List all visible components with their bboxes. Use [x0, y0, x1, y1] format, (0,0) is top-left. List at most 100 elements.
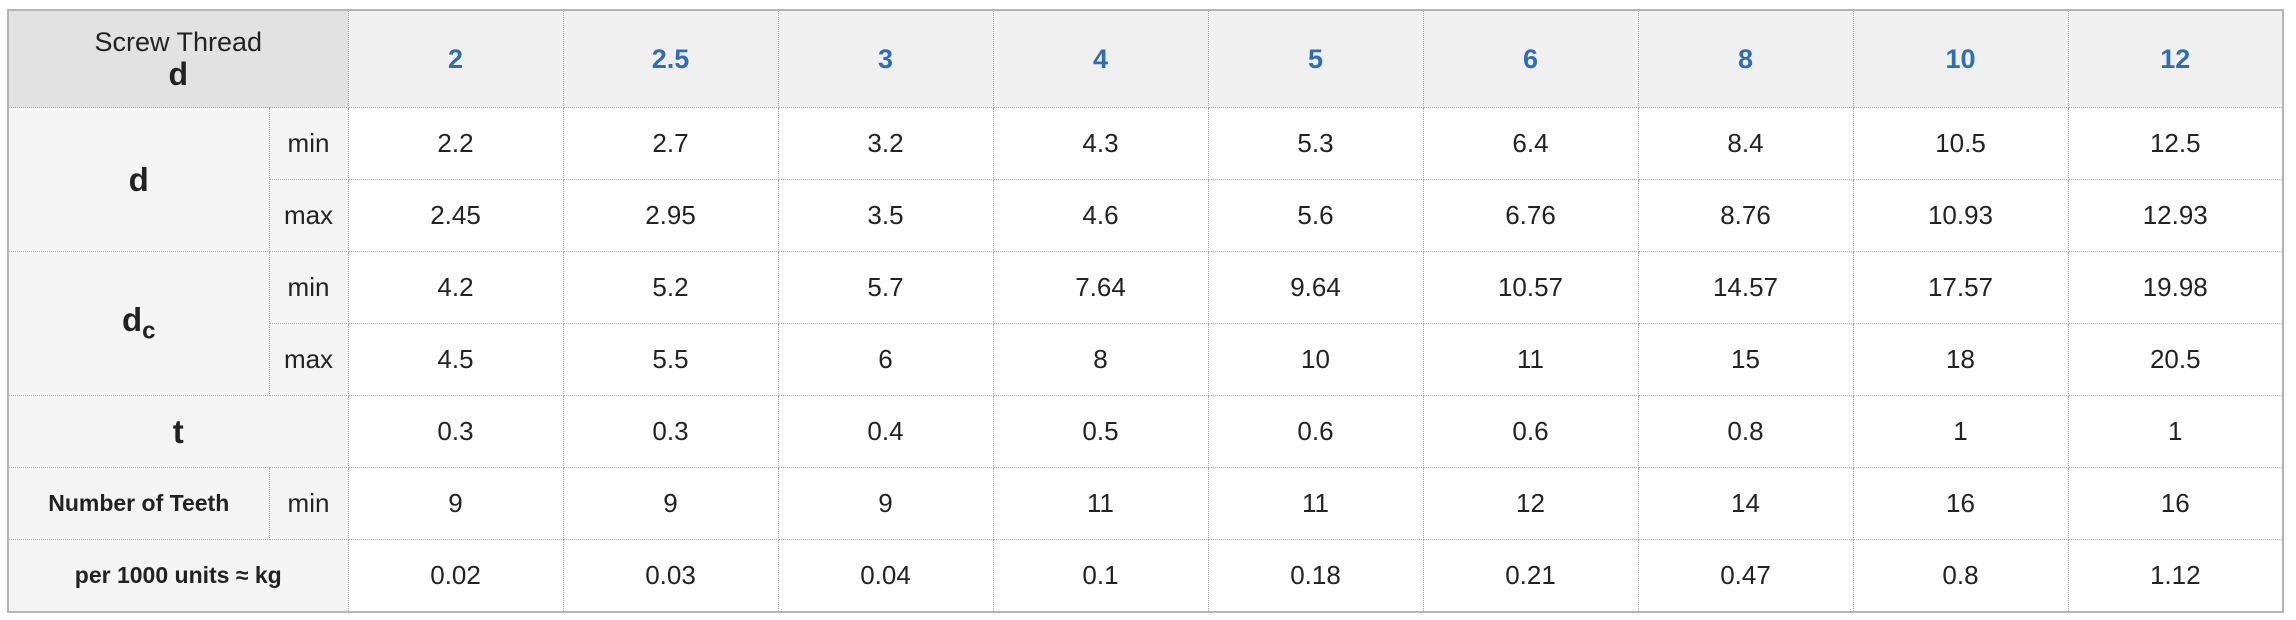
value-cell: 11: [992, 467, 1209, 540]
value-cell: 19.98: [2067, 251, 2284, 324]
group-label: per 1000 units ≈ kg: [7, 539, 349, 613]
data-row: t 0.3 0.3 0.4 0.5 0.6 0.6 0.8 1 1: [7, 395, 2284, 468]
value-cell: 5.3: [1207, 107, 1424, 180]
value-cell: 7.64: [992, 251, 1209, 324]
value-cell: 5.6: [1207, 179, 1424, 252]
value-cell: 8: [992, 323, 1209, 396]
value-cell: 12: [1422, 467, 1639, 540]
group-symbol: Number of Teeth: [48, 490, 230, 516]
sub-label: min: [268, 107, 349, 180]
data-row: d min 2.2 2.7 3.2 4.3 5.3 6.4 8.4 10.5 12.5: [7, 107, 2284, 252]
value-cell: 3.5: [777, 179, 994, 252]
group-subscript: c: [142, 317, 156, 345]
corner-cell: Screw Thread d: [7, 9, 349, 108]
group-label: d: [7, 107, 270, 252]
value-cell: 20.5: [2067, 323, 2284, 396]
value-cell: 17.57: [1852, 251, 2069, 324]
value-cell: 0.18: [1207, 539, 1424, 613]
value-cell: 1.12: [2067, 539, 2284, 613]
value-cell: 0.8: [1637, 395, 1854, 468]
value-cell: 5.2: [562, 251, 779, 324]
value-cell: 10.5: [1852, 107, 2069, 180]
column-header: 2: [347, 9, 564, 108]
value-cell: 0.3: [347, 395, 564, 468]
value-cell: 0.21: [1422, 539, 1639, 613]
value-cell: 10: [1207, 323, 1424, 396]
value-cell: 2.7: [562, 107, 779, 180]
corner-label: Screw Thread: [94, 27, 263, 57]
value-cell: 4.3: [992, 107, 1209, 180]
value-cell: 0.47: [1637, 539, 1854, 613]
value-cell: 9.64: [1207, 251, 1424, 324]
value-cell: 4.6: [992, 179, 1209, 252]
value-cell: 2.2: [347, 107, 564, 180]
value-cell: 14: [1637, 467, 1854, 540]
column-header: 2.5: [562, 9, 779, 108]
value-cell: 5.5: [562, 323, 779, 396]
group-label: dc: [7, 251, 270, 396]
column-header: 4: [992, 9, 1209, 108]
value-cell: 0.6: [1422, 395, 1639, 468]
value-cell: 0.5: [992, 395, 1209, 468]
sub-label: min: [268, 467, 349, 540]
value-cell: 11: [1207, 467, 1424, 540]
table-container: Screw Thread d 2 2.5 3 4 5 6 8 10 12 d min 2.2 2.7 3…: [7, 9, 2284, 613]
value-cell: 0.04: [777, 539, 994, 613]
data-row: Number of Teeth min 9 9 9 11 11 12 14 16 16: [7, 467, 2284, 540]
value-cell: 4.2: [347, 251, 564, 324]
column-header: 12: [2067, 9, 2284, 108]
value-cell: 12.5: [2067, 107, 2284, 180]
value-cell: 1: [1852, 395, 2069, 468]
value-cell: 10.57: [1422, 251, 1639, 324]
value-cell: 16: [2067, 467, 2284, 540]
value-cell: 8.4: [1637, 107, 1854, 180]
value-cell: 0.03: [562, 539, 779, 613]
header-row: Screw Thread d 2 2.5 3 4 5 6 8 10 12: [7, 9, 2284, 108]
column-header: 6: [1422, 9, 1639, 108]
value-cell: 0.8: [1852, 539, 2069, 613]
value-cell: 10.93: [1852, 179, 2069, 252]
value-cell: 1: [2067, 395, 2284, 468]
value-cell: 16: [1852, 467, 2069, 540]
spec-table: Screw Thread d 2 2.5 3 4 5 6 8 10 12 d min 2.2 2.7 3…: [7, 9, 2284, 613]
value-cell: 15: [1637, 323, 1854, 396]
value-cell: 3.2: [777, 107, 994, 180]
value-cell: 6.4: [1422, 107, 1639, 180]
value-cell: 4.5: [347, 323, 564, 396]
value-cell: 2.45: [347, 179, 564, 252]
value-cell: 12.93: [2067, 179, 2284, 252]
value-cell: 11: [1422, 323, 1639, 396]
corner-symbol: d: [168, 56, 189, 92]
sub-label: max: [268, 179, 349, 252]
value-cell: 6: [777, 323, 994, 396]
group-symbol: d: [121, 301, 143, 339]
value-cell: 0.02: [347, 539, 564, 613]
data-row: per 1000 units ≈ kg 0.02 0.03 0.04 0.1 0.18 0.…: [7, 539, 2284, 613]
value-cell: 0.1: [992, 539, 1209, 613]
column-header: 5: [1207, 9, 1424, 108]
column-header: 10: [1852, 9, 2069, 108]
value-cell: 9: [347, 467, 564, 540]
value-cell: 5.7: [777, 251, 994, 324]
value-cell: 14.57: [1637, 251, 1854, 324]
value-cell: 9: [777, 467, 994, 540]
value-cell: 8.76: [1637, 179, 1854, 252]
group-symbol: d: [128, 160, 149, 198]
group-symbol: t: [172, 412, 184, 450]
sub-label: max: [268, 323, 349, 396]
value-cell: 9: [562, 467, 779, 540]
column-header: 3: [777, 9, 994, 108]
value-cell: 2.95: [562, 179, 779, 252]
value-cell: 18: [1852, 323, 2069, 396]
group-symbol: per 1000 units ≈ kg: [74, 562, 282, 588]
group-label: Number of Teeth: [7, 467, 270, 540]
group-label: t: [7, 395, 349, 468]
value-cell: 6.76: [1422, 179, 1639, 252]
data-row: max 2.45 2.95 3.5 4.6 5.6 6.76 8.76 10.93 12.93: [8, 179, 2284, 252]
value-cell: 0.3: [562, 395, 779, 468]
sub-label: min: [268, 251, 349, 324]
data-row: max 4.5 5.5 6 8 10 11 15 18 20.5: [8, 323, 2284, 396]
data-row: dc min 4.2 5.2 5.7 7.64 9.64 10.57 14.57 17.57 19.…: [7, 251, 2284, 396]
value-cell: 0.6: [1207, 395, 1424, 468]
